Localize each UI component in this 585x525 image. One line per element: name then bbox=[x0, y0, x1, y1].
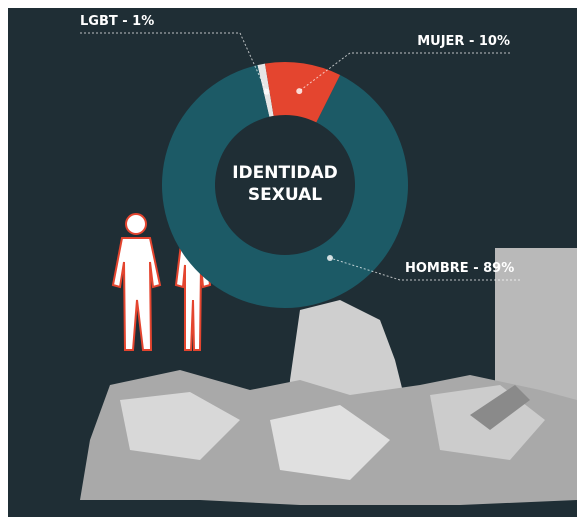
leader-line bbox=[80, 32, 268, 93]
man-body bbox=[111, 237, 162, 351]
man-head bbox=[125, 213, 147, 235]
title-line: IDENTIDAD bbox=[232, 163, 338, 183]
title-line: SEXUAL bbox=[248, 185, 322, 205]
rubble-piece bbox=[470, 385, 530, 430]
rubble-piece bbox=[270, 405, 390, 480]
leader-line bbox=[329, 257, 520, 281]
leader-line bbox=[298, 52, 510, 92]
collage bbox=[80, 248, 577, 505]
rubble-piece bbox=[120, 392, 240, 460]
donut-slice bbox=[264, 62, 341, 123]
slice-label: HOMBRE - 89% bbox=[405, 261, 514, 276]
slice-label: MUJER - 10% bbox=[417, 34, 510, 49]
slice-label: LGBT - 1% bbox=[80, 14, 154, 29]
donut-slice bbox=[161, 65, 408, 308]
